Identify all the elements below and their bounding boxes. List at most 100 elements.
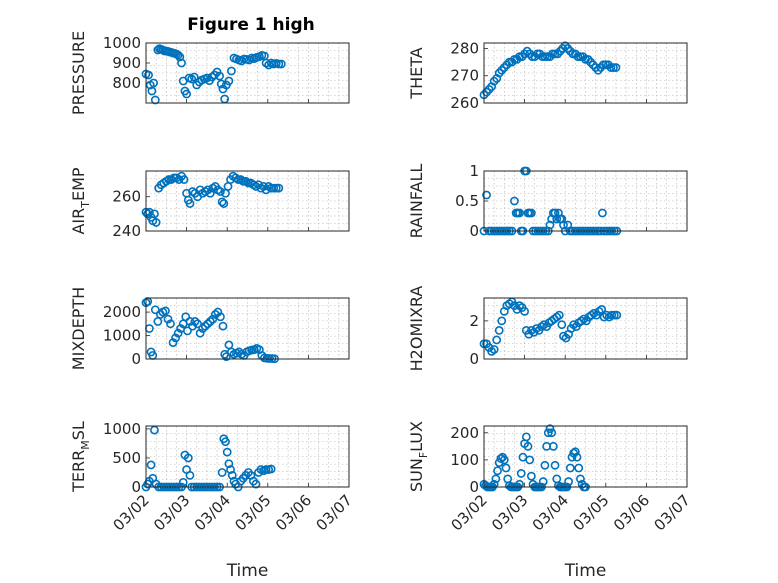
- y-axis-label: AIRTEMP: [69, 167, 92, 234]
- subplot-h2omixra: 0 2 H2OMIXRA: [407, 286, 688, 372]
- data-point: [274, 183, 284, 193]
- data-point: [543, 428, 553, 438]
- data-point: [520, 306, 529, 316]
- data-point: [226, 465, 235, 474]
- y-axis-label: MIXDEPTH: [69, 287, 88, 370]
- data-point: [538, 477, 548, 486]
- data-point: [494, 326, 504, 335]
- data-point: [227, 66, 236, 76]
- data-point: [526, 208, 536, 218]
- data-point: [550, 208, 560, 218]
- data-point: [572, 452, 582, 462]
- x-axis-label: Time: [564, 561, 607, 581]
- data-point: [147, 86, 157, 96]
- data-point: [552, 214, 562, 224]
- data-point: [221, 437, 230, 447]
- data-point: [516, 469, 526, 478]
- data-point: [183, 453, 193, 463]
- y-tick-label: 500: [112, 449, 141, 467]
- data-point: [565, 463, 575, 473]
- series-markers: [479, 424, 590, 492]
- grid: [483, 171, 688, 231]
- y-tick-label: 1000: [103, 327, 141, 345]
- y-tick-label: 240: [112, 222, 141, 240]
- series-markers: [141, 297, 279, 364]
- y-tick-label: 200: [450, 424, 479, 442]
- data-point: [146, 460, 156, 470]
- x-tick-label: 03/04: [191, 491, 234, 534]
- y-axis-label: TERRMSL: [69, 421, 92, 493]
- data-point: [497, 316, 507, 326]
- y-axis-label-subscript: F: [417, 452, 430, 458]
- axes-border: [483, 425, 688, 488]
- data-point: [548, 49, 557, 59]
- data-point: [163, 314, 173, 324]
- x-tick-label: 03/07: [313, 491, 356, 534]
- y-axis-label-main: TERR: [69, 450, 88, 493]
- data-point: [150, 95, 160, 105]
- data-point: [609, 310, 619, 320]
- data-point: [612, 310, 622, 320]
- data-point: [203, 319, 213, 329]
- data-point: [598, 60, 608, 70]
- data-point: [276, 59, 286, 69]
- axes-border: [483, 42, 688, 104]
- data-point: [523, 441, 533, 451]
- data-point: [243, 178, 253, 188]
- data-point: [548, 441, 558, 451]
- y-tick-label: 0: [469, 478, 479, 496]
- data-point: [150, 209, 159, 219]
- x-tick-label: 03/02: [110, 491, 153, 534]
- data-point: [168, 338, 178, 347]
- data-point: [570, 447, 580, 457]
- series-markers: [479, 41, 621, 100]
- data-point: [606, 63, 616, 72]
- x-tick-label: 03/05: [569, 491, 612, 534]
- y-tick-label: 800: [112, 74, 141, 92]
- data-point: [491, 474, 501, 484]
- data-point: [557, 214, 567, 224]
- data-point: [540, 460, 550, 470]
- data-point: [611, 63, 621, 72]
- y-axis-label-subscript: M: [79, 440, 92, 450]
- data-point: [216, 187, 225, 196]
- x-tick-label: 03/06: [610, 491, 653, 534]
- data-point: [274, 59, 284, 69]
- x-tick-label: 03/03: [488, 491, 531, 534]
- y-tick-label: 900: [112, 54, 141, 72]
- x-tick-label: 03/02: [448, 491, 491, 534]
- y-axis-label-rest: SL: [69, 421, 88, 440]
- data-point: [218, 321, 228, 331]
- data-point: [598, 208, 607, 218]
- series-markers: [479, 297, 622, 356]
- data-point: [173, 328, 183, 338]
- data-point: [188, 321, 197, 331]
- data-point: [193, 319, 202, 329]
- y-tick-label: 260: [450, 94, 479, 112]
- y-axis-label-rest: EMP: [69, 167, 88, 201]
- data-point: [161, 306, 170, 316]
- data-point: [151, 218, 161, 227]
- y-axis-label: H2OMIXRA: [407, 286, 426, 372]
- y-tick-label: 0: [469, 350, 479, 368]
- data-point: [215, 71, 224, 81]
- y-tick-label: 0: [131, 350, 141, 368]
- y-tick-label: 280: [450, 39, 479, 57]
- data-point: [493, 466, 502, 476]
- data-point: [185, 199, 195, 208]
- subplot-theta: 260 270 280 THETA: [407, 39, 688, 112]
- y-tick-label: 270: [450, 67, 479, 85]
- data-point: [175, 52, 185, 62]
- data-point: [492, 335, 502, 345]
- data-point: [144, 70, 153, 80]
- data-point: [177, 58, 186, 68]
- data-point: [261, 465, 271, 474]
- y-tick-label: 1000: [103, 34, 141, 52]
- data-point: [200, 321, 210, 331]
- y-tick-label: 2000: [103, 303, 141, 321]
- y-axis-label: RAINFALL: [407, 164, 426, 239]
- data-point: [185, 470, 195, 480]
- grid: [145, 298, 350, 359]
